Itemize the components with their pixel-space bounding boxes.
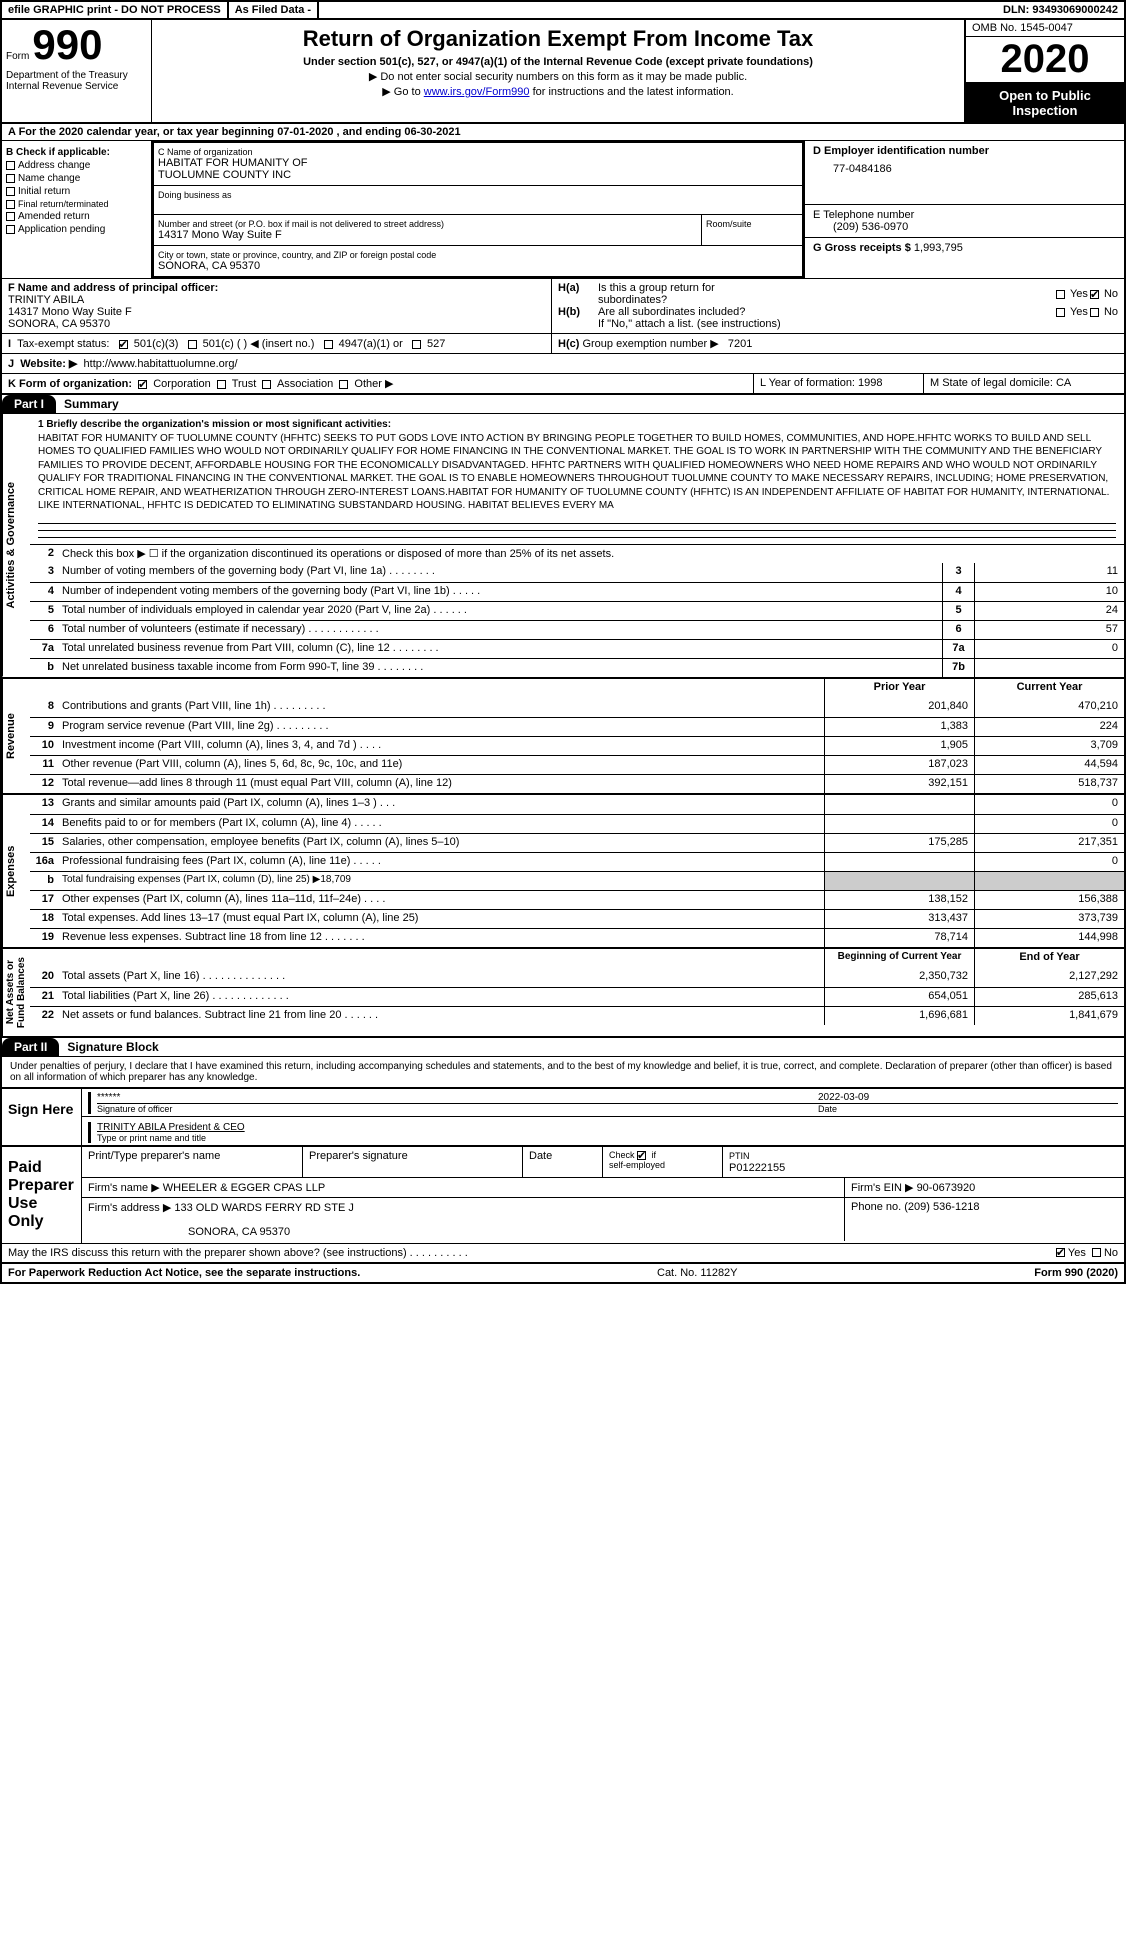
group-exemption: 7201: [728, 338, 752, 350]
instruction-1: ▶ Do not enter social security numbers o…: [158, 70, 958, 83]
section-bcd: B Check if applicable: Address change Na…: [2, 141, 1124, 278]
instruction-2: ▶ Go to www.irs.gov/Form990 for instruct…: [158, 85, 958, 98]
net-assets-section: Net Assets or Fund Balances Beginning of…: [2, 947, 1124, 1036]
paid-preparer: Paid Preparer Use Only Print/Type prepar…: [2, 1145, 1124, 1243]
tax-year: 2020: [966, 37, 1124, 84]
part-2-header: Part II Signature Block: [2, 1036, 1124, 1056]
revenue-section: Revenue Prior YearCurrent Year 8Contribu…: [2, 677, 1124, 793]
form-subtitle: Under section 501(c), 527, or 4947(a)(1)…: [158, 56, 958, 68]
form-title: Return of Organization Exempt From Incom…: [158, 26, 958, 52]
efile-notice: efile GRAPHIC print - DO NOT PROCESS: [2, 2, 229, 18]
firm-name: WHEELER & EGGER CPAS LLP: [163, 1182, 325, 1194]
sign-here: Sign Here ****** Signature of officer 20…: [2, 1087, 1124, 1145]
form-label: Form: [6, 51, 29, 62]
ptin: P01222155: [729, 1162, 785, 1174]
section-b: B Check if applicable: Address change Na…: [2, 141, 152, 278]
department: Department of the Treasury Internal Reve…: [6, 70, 147, 92]
section-c: C Name of organization HABITAT FOR HUMAN…: [152, 141, 804, 278]
top-bar: efile GRAPHIC print - DO NOT PROCESS As …: [2, 2, 1124, 20]
firm-address: 133 OLD WARDS FERRY RD STE J: [174, 1202, 354, 1214]
expenses-section: Expenses 13Grants and similar amounts pa…: [2, 793, 1124, 947]
mission-text: HABITAT FOR HUMANITY OF TUOLUMNE COUNTY …: [38, 433, 1109, 512]
section-j: J Website: ▶ http://www.habitattuolumne.…: [2, 353, 1124, 373]
section-fh: F Name and address of principal officer:…: [2, 278, 1124, 333]
row-a-tax-year: A For the 2020 calendar year, or tax yea…: [2, 122, 1124, 141]
signature-date: 2022-03-09: [818, 1092, 1118, 1103]
firm-phone: (209) 536-1218: [904, 1201, 979, 1213]
website: http://www.habitattuolumne.org/: [84, 358, 238, 370]
ein: 77-0484186: [813, 157, 1116, 175]
form-header: Form 990 Department of the Treasury Inte…: [2, 20, 1124, 122]
telephone: (209) 536-0970: [813, 221, 1116, 233]
form-number: 990: [32, 21, 102, 68]
section-defg: D Employer identification number 77-0484…: [804, 141, 1124, 278]
org-name: HABITAT FOR HUMANITY OF TUOLUMNE COUNTY …: [158, 157, 798, 181]
public-inspection: Open to Public Inspection: [966, 84, 1124, 122]
firm-ein: 90-0673920: [917, 1182, 976, 1194]
dln: DLN: 93493069000242: [997, 2, 1124, 18]
footer: For Paperwork Reduction Act Notice, see …: [2, 1262, 1124, 1282]
org-city: SONORA, CA 95370: [158, 260, 798, 272]
omb-number: OMB No. 1545-0047: [966, 20, 1124, 37]
form990-link[interactable]: www.irs.gov/Form990: [424, 86, 530, 98]
part-1-header: Part I Summary: [2, 393, 1124, 413]
section-i: I Tax-exempt status: 501(c)(3) 501(c) ( …: [2, 333, 1124, 353]
org-street: 14317 Mono Way Suite F: [158, 229, 697, 241]
gross-receipts: 1,993,795: [914, 242, 963, 254]
as-filed: As Filed Data -: [229, 2, 319, 18]
form-990: efile GRAPHIC print - DO NOT PROCESS As …: [0, 0, 1126, 1284]
perjury-declaration: Under penalties of perjury, I declare th…: [2, 1056, 1124, 1087]
discuss-row: May the IRS discuss this return with the…: [2, 1243, 1124, 1262]
officer-name: TRINITY ABILA: [8, 294, 545, 306]
officer-name-title: TRINITY ABILA President & CEO: [97, 1122, 1118, 1133]
activities-governance: Activities & Governance 1 Briefly descri…: [2, 413, 1124, 677]
section-klm: K Form of organization: Corporation Trus…: [2, 373, 1124, 393]
